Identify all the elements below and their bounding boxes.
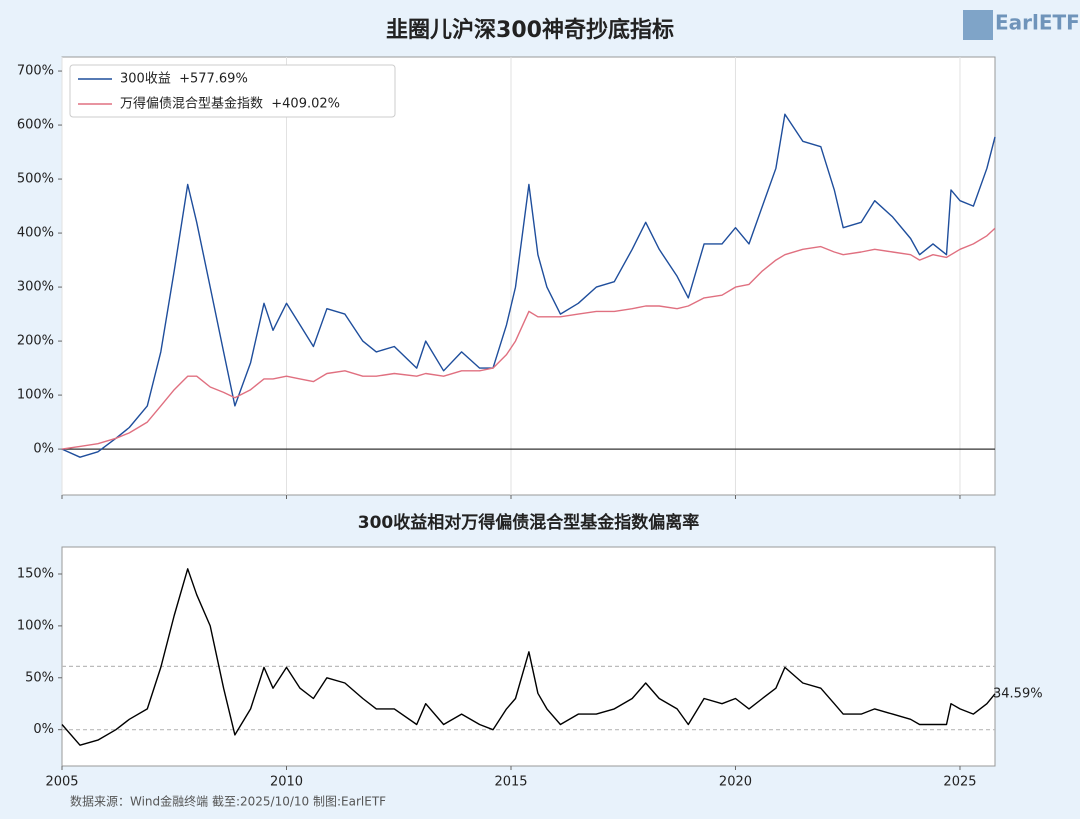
x-tick-label: 2005 <box>45 775 78 790</box>
legend-label: 300收益 +577.69% <box>120 72 248 87</box>
x-tick-label: 2025 <box>943 775 976 790</box>
y-tick-label: 300% <box>17 280 54 295</box>
end-label: 34.59% <box>993 686 1043 701</box>
x-tick-label: 2010 <box>270 775 303 790</box>
logo-icon <box>963 10 993 40</box>
source-note: 数据来源：Wind金融终端 截至:2025/10/10 制图:EarlETF <box>70 794 386 809</box>
logo: EarlETF <box>995 11 1080 35</box>
y-tick-label: 500% <box>17 172 54 187</box>
y-tick-label: 0% <box>33 442 54 457</box>
series-line <box>61 568 996 746</box>
main-title: 韭圈儿沪深300神奇抄底指标 <box>386 17 674 43</box>
x-tick-label: 2015 <box>494 775 527 790</box>
series-line <box>61 227 996 450</box>
y-tick-label: 0% <box>33 722 54 737</box>
y-tick-label: 600% <box>17 118 54 133</box>
plot-area <box>61 56 996 496</box>
chart-title: 300收益相对万得偏债混合型基金指数偏离率 <box>358 512 700 533</box>
series-line <box>61 113 996 458</box>
y-tick-label: 150% <box>17 566 54 581</box>
legend-box <box>69 64 396 118</box>
y-tick-label: 200% <box>17 334 54 349</box>
y-tick-label: 100% <box>17 618 54 633</box>
y-tick-label: 700% <box>17 64 54 79</box>
y-tick-label: 100% <box>17 388 54 403</box>
legend-label: 万得偏债混合型基金指数 +409.02% <box>120 96 340 112</box>
y-tick-label: 50% <box>25 670 54 685</box>
plot-area <box>61 546 996 767</box>
x-tick-label: 2020 <box>719 775 752 790</box>
y-tick-label: 400% <box>17 226 54 241</box>
